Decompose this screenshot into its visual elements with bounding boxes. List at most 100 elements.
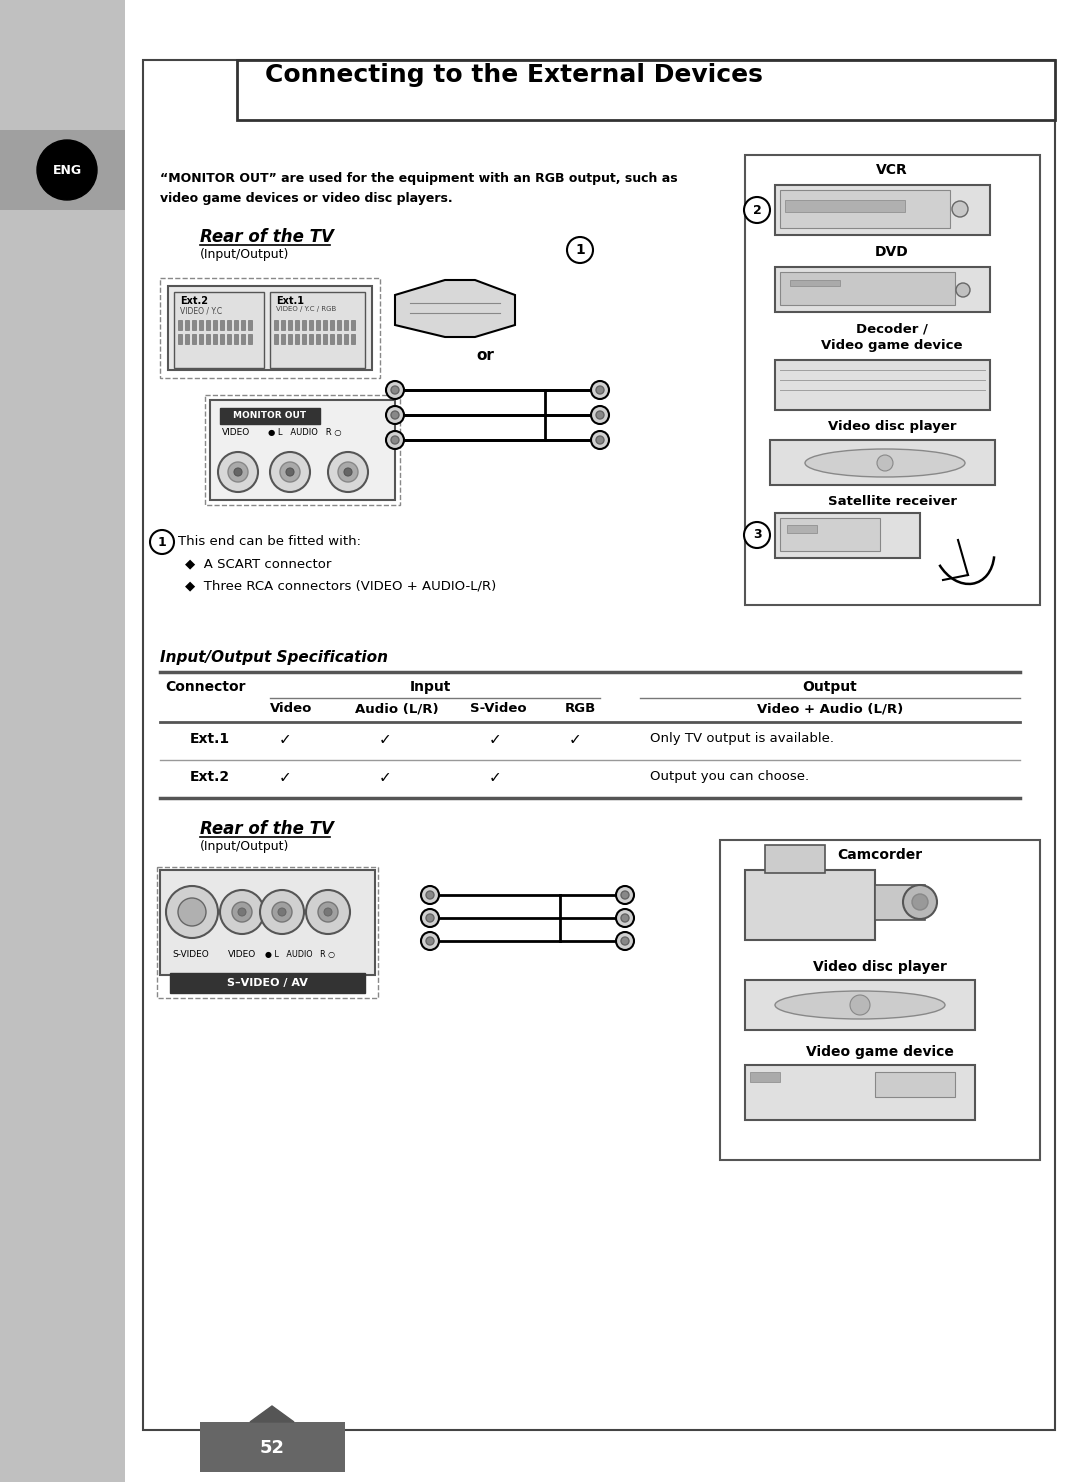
Bar [248, 333, 252, 344]
Text: VCR: VCR [876, 163, 908, 176]
Bar [237, 59, 1055, 120]
Bar [337, 320, 341, 330]
Bar [323, 333, 327, 344]
Polygon shape [395, 280, 515, 336]
Bar [178, 320, 183, 330]
Text: VIDEO / Y.C / RGB: VIDEO / Y.C / RGB [276, 305, 336, 313]
Bar [720, 840, 1040, 1160]
Bar [875, 885, 924, 920]
Bar [780, 190, 950, 228]
Bar [780, 273, 955, 305]
Circle shape [280, 462, 300, 482]
Bar [775, 185, 990, 236]
Bar [316, 320, 320, 330]
Text: Satellite receiver: Satellite receiver [827, 495, 957, 508]
Bar [295, 333, 299, 344]
Bar [248, 320, 252, 330]
Circle shape [386, 406, 404, 424]
Circle shape [850, 994, 870, 1015]
Bar [323, 320, 327, 330]
Text: Input: Input [409, 680, 450, 694]
Circle shape [591, 406, 609, 424]
Text: S-VIDEO: S-VIDEO [172, 950, 208, 959]
Text: Decoder /: Decoder / [856, 323, 928, 336]
Circle shape [286, 468, 294, 476]
Bar [351, 320, 355, 330]
Circle shape [744, 522, 770, 548]
Text: or: or [476, 347, 494, 363]
Bar [178, 333, 183, 344]
Bar [281, 320, 285, 330]
Circle shape [596, 385, 604, 394]
Text: ● L   AUDIO   R ○: ● L AUDIO R ○ [265, 950, 335, 959]
Text: Ext.1: Ext.1 [190, 732, 230, 745]
Circle shape [166, 886, 218, 938]
Bar [745, 980, 975, 1030]
Bar [143, 59, 1055, 1430]
Bar [780, 519, 880, 551]
Bar [295, 320, 299, 330]
Bar [274, 320, 278, 330]
Bar [789, 280, 840, 286]
Circle shape [391, 436, 399, 445]
Bar [337, 333, 341, 344]
Text: Video: Video [270, 702, 312, 714]
Bar [775, 267, 990, 313]
Text: Connector: Connector [165, 680, 245, 694]
Circle shape [567, 237, 593, 262]
Bar [241, 320, 245, 330]
Circle shape [272, 903, 292, 922]
Circle shape [306, 891, 350, 934]
Bar [316, 333, 320, 344]
Text: VIDEO: VIDEO [228, 950, 256, 959]
Bar [0, 0, 125, 1482]
Text: 3: 3 [753, 529, 761, 541]
Text: ✓: ✓ [379, 771, 391, 785]
Circle shape [744, 197, 770, 222]
Bar [309, 333, 313, 344]
Bar [330, 320, 334, 330]
Circle shape [621, 891, 629, 900]
Circle shape [912, 894, 928, 910]
Bar [330, 333, 334, 344]
Circle shape [386, 431, 404, 449]
Bar [302, 333, 306, 344]
Text: Video game device: Video game device [821, 339, 962, 353]
Bar [185, 320, 189, 330]
Text: ENG: ENG [53, 163, 82, 176]
Bar [160, 279, 380, 378]
Bar [302, 320, 306, 330]
Text: Camcorder: Camcorder [837, 848, 922, 863]
Circle shape [178, 898, 206, 926]
Bar [206, 333, 210, 344]
Bar [288, 333, 292, 344]
Text: VIDEO / Y.C: VIDEO / Y.C [180, 305, 222, 316]
Circle shape [591, 381, 609, 399]
Circle shape [426, 937, 434, 946]
Bar [270, 292, 365, 368]
Circle shape [260, 891, 303, 934]
Text: S–VIDEO / AV: S–VIDEO / AV [227, 978, 308, 988]
Ellipse shape [775, 991, 945, 1020]
Text: Ext.2: Ext.2 [180, 296, 208, 305]
Bar [192, 320, 195, 330]
Text: Rear of the TV: Rear of the TV [200, 228, 334, 246]
Bar [200, 1423, 345, 1472]
Bar [775, 513, 920, 559]
Text: 1: 1 [576, 243, 585, 256]
Circle shape [621, 914, 629, 922]
Bar [288, 320, 292, 330]
Bar [160, 870, 375, 975]
Text: 2: 2 [753, 203, 761, 216]
Text: ✓: ✓ [279, 771, 292, 785]
Circle shape [903, 885, 937, 919]
Polygon shape [249, 1406, 294, 1423]
Text: This end can be fitted with:: This end can be fitted with: [178, 535, 361, 548]
Text: Rear of the TV: Rear of the TV [200, 820, 334, 837]
Text: video game devices or video disc players.: video game devices or video disc players… [160, 193, 453, 205]
Bar [0, 130, 125, 210]
Text: ✓: ✓ [569, 732, 581, 747]
Bar [213, 333, 217, 344]
Bar [210, 400, 395, 499]
Text: Video disc player: Video disc player [813, 960, 947, 974]
